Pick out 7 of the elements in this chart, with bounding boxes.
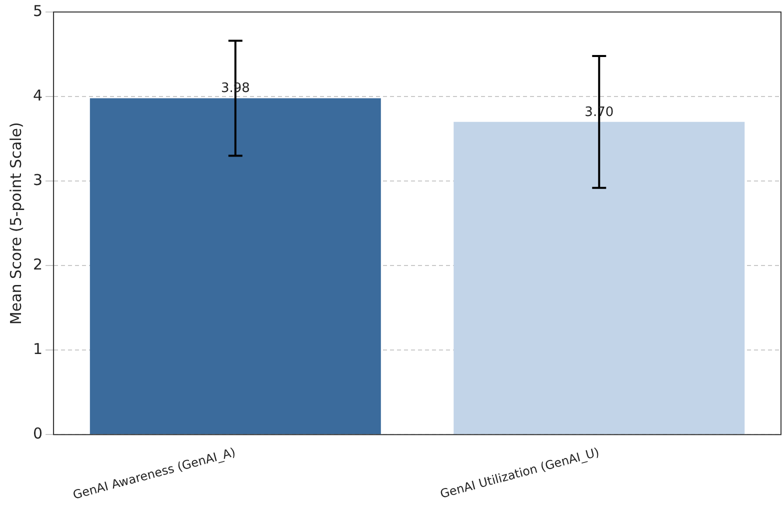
y-tick-label: 4: [32, 86, 43, 104]
y-tick-label: 0: [32, 424, 43, 443]
y-tick-label: 5: [32, 2, 43, 20]
y-tick-label: 1: [32, 340, 43, 358]
y-tick-label: 2: [32, 256, 43, 274]
y-tick-label: 3: [32, 170, 43, 189]
y-axis-title: Mean Score (5-point Scale): [6, 122, 25, 325]
